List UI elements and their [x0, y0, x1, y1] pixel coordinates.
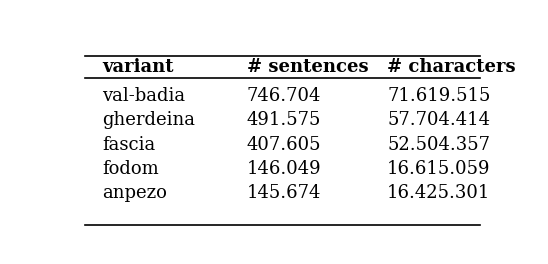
Text: variant: variant	[102, 58, 174, 76]
Text: 407.605: 407.605	[247, 135, 321, 153]
Text: anpezo: anpezo	[102, 184, 167, 202]
Text: 746.704: 746.704	[247, 87, 321, 105]
Text: 16.425.301: 16.425.301	[387, 184, 490, 202]
Text: # characters: # characters	[387, 58, 516, 76]
Text: # sentences: # sentences	[247, 58, 368, 76]
Text: 71.619.515: 71.619.515	[387, 87, 490, 105]
Text: val-badia: val-badia	[102, 87, 186, 105]
Text: 145.674: 145.674	[247, 184, 321, 202]
Text: 16.615.059: 16.615.059	[387, 160, 490, 178]
Text: gherdeina: gherdeina	[102, 111, 196, 129]
Text: 57.704.414: 57.704.414	[387, 111, 490, 129]
Text: 52.504.357: 52.504.357	[387, 135, 490, 153]
Text: 491.575: 491.575	[247, 111, 321, 129]
Text: 146.049: 146.049	[247, 160, 322, 178]
Text: fodom: fodom	[102, 160, 159, 178]
Text: fascia: fascia	[102, 135, 156, 153]
